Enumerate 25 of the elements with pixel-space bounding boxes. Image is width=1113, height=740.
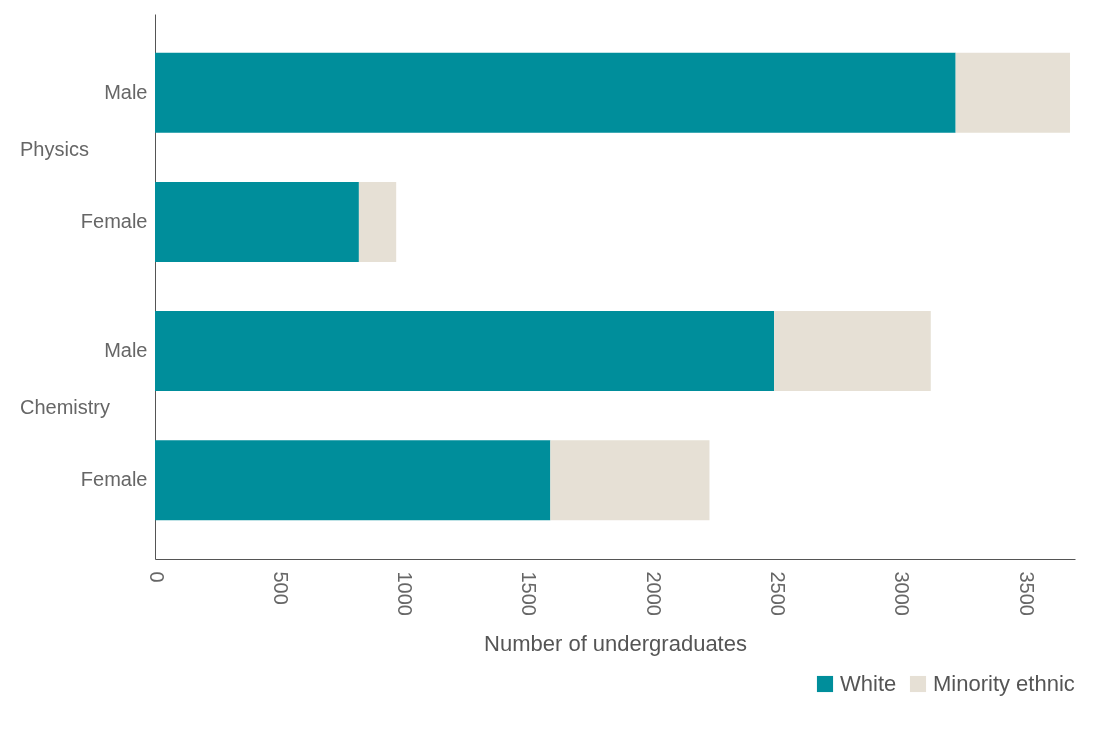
x-tick-label: 1000 xyxy=(394,571,417,616)
legend-label: Minority ethnic xyxy=(933,671,1075,696)
bar xyxy=(155,440,551,521)
bar xyxy=(774,311,931,392)
x-tick-label: 3000 xyxy=(891,571,914,616)
bar xyxy=(550,440,710,521)
x-tick-label: 3500 xyxy=(1015,571,1038,616)
y-tick-label: Female xyxy=(80,209,148,232)
x-tick-label: 2000 xyxy=(642,571,665,616)
y-tick-label: Female xyxy=(80,468,148,491)
x-tick-label: 1500 xyxy=(518,571,541,616)
x-tick-label: 0 xyxy=(145,571,168,583)
y-tick-label: Male xyxy=(104,339,148,362)
bar xyxy=(155,311,775,392)
x-axis-title: Number of undergraduates xyxy=(484,630,747,656)
bar xyxy=(155,181,359,262)
x-tick-label: 2500 xyxy=(767,571,790,616)
x-tick-label: 500 xyxy=(269,571,292,605)
bar xyxy=(955,52,1071,133)
text: Physics xyxy=(20,137,89,160)
bar xyxy=(155,52,956,133)
y-tick-label: Male xyxy=(104,80,148,103)
legend-label: White xyxy=(840,671,897,696)
bar xyxy=(358,181,397,262)
text: Chemistry xyxy=(20,396,111,419)
